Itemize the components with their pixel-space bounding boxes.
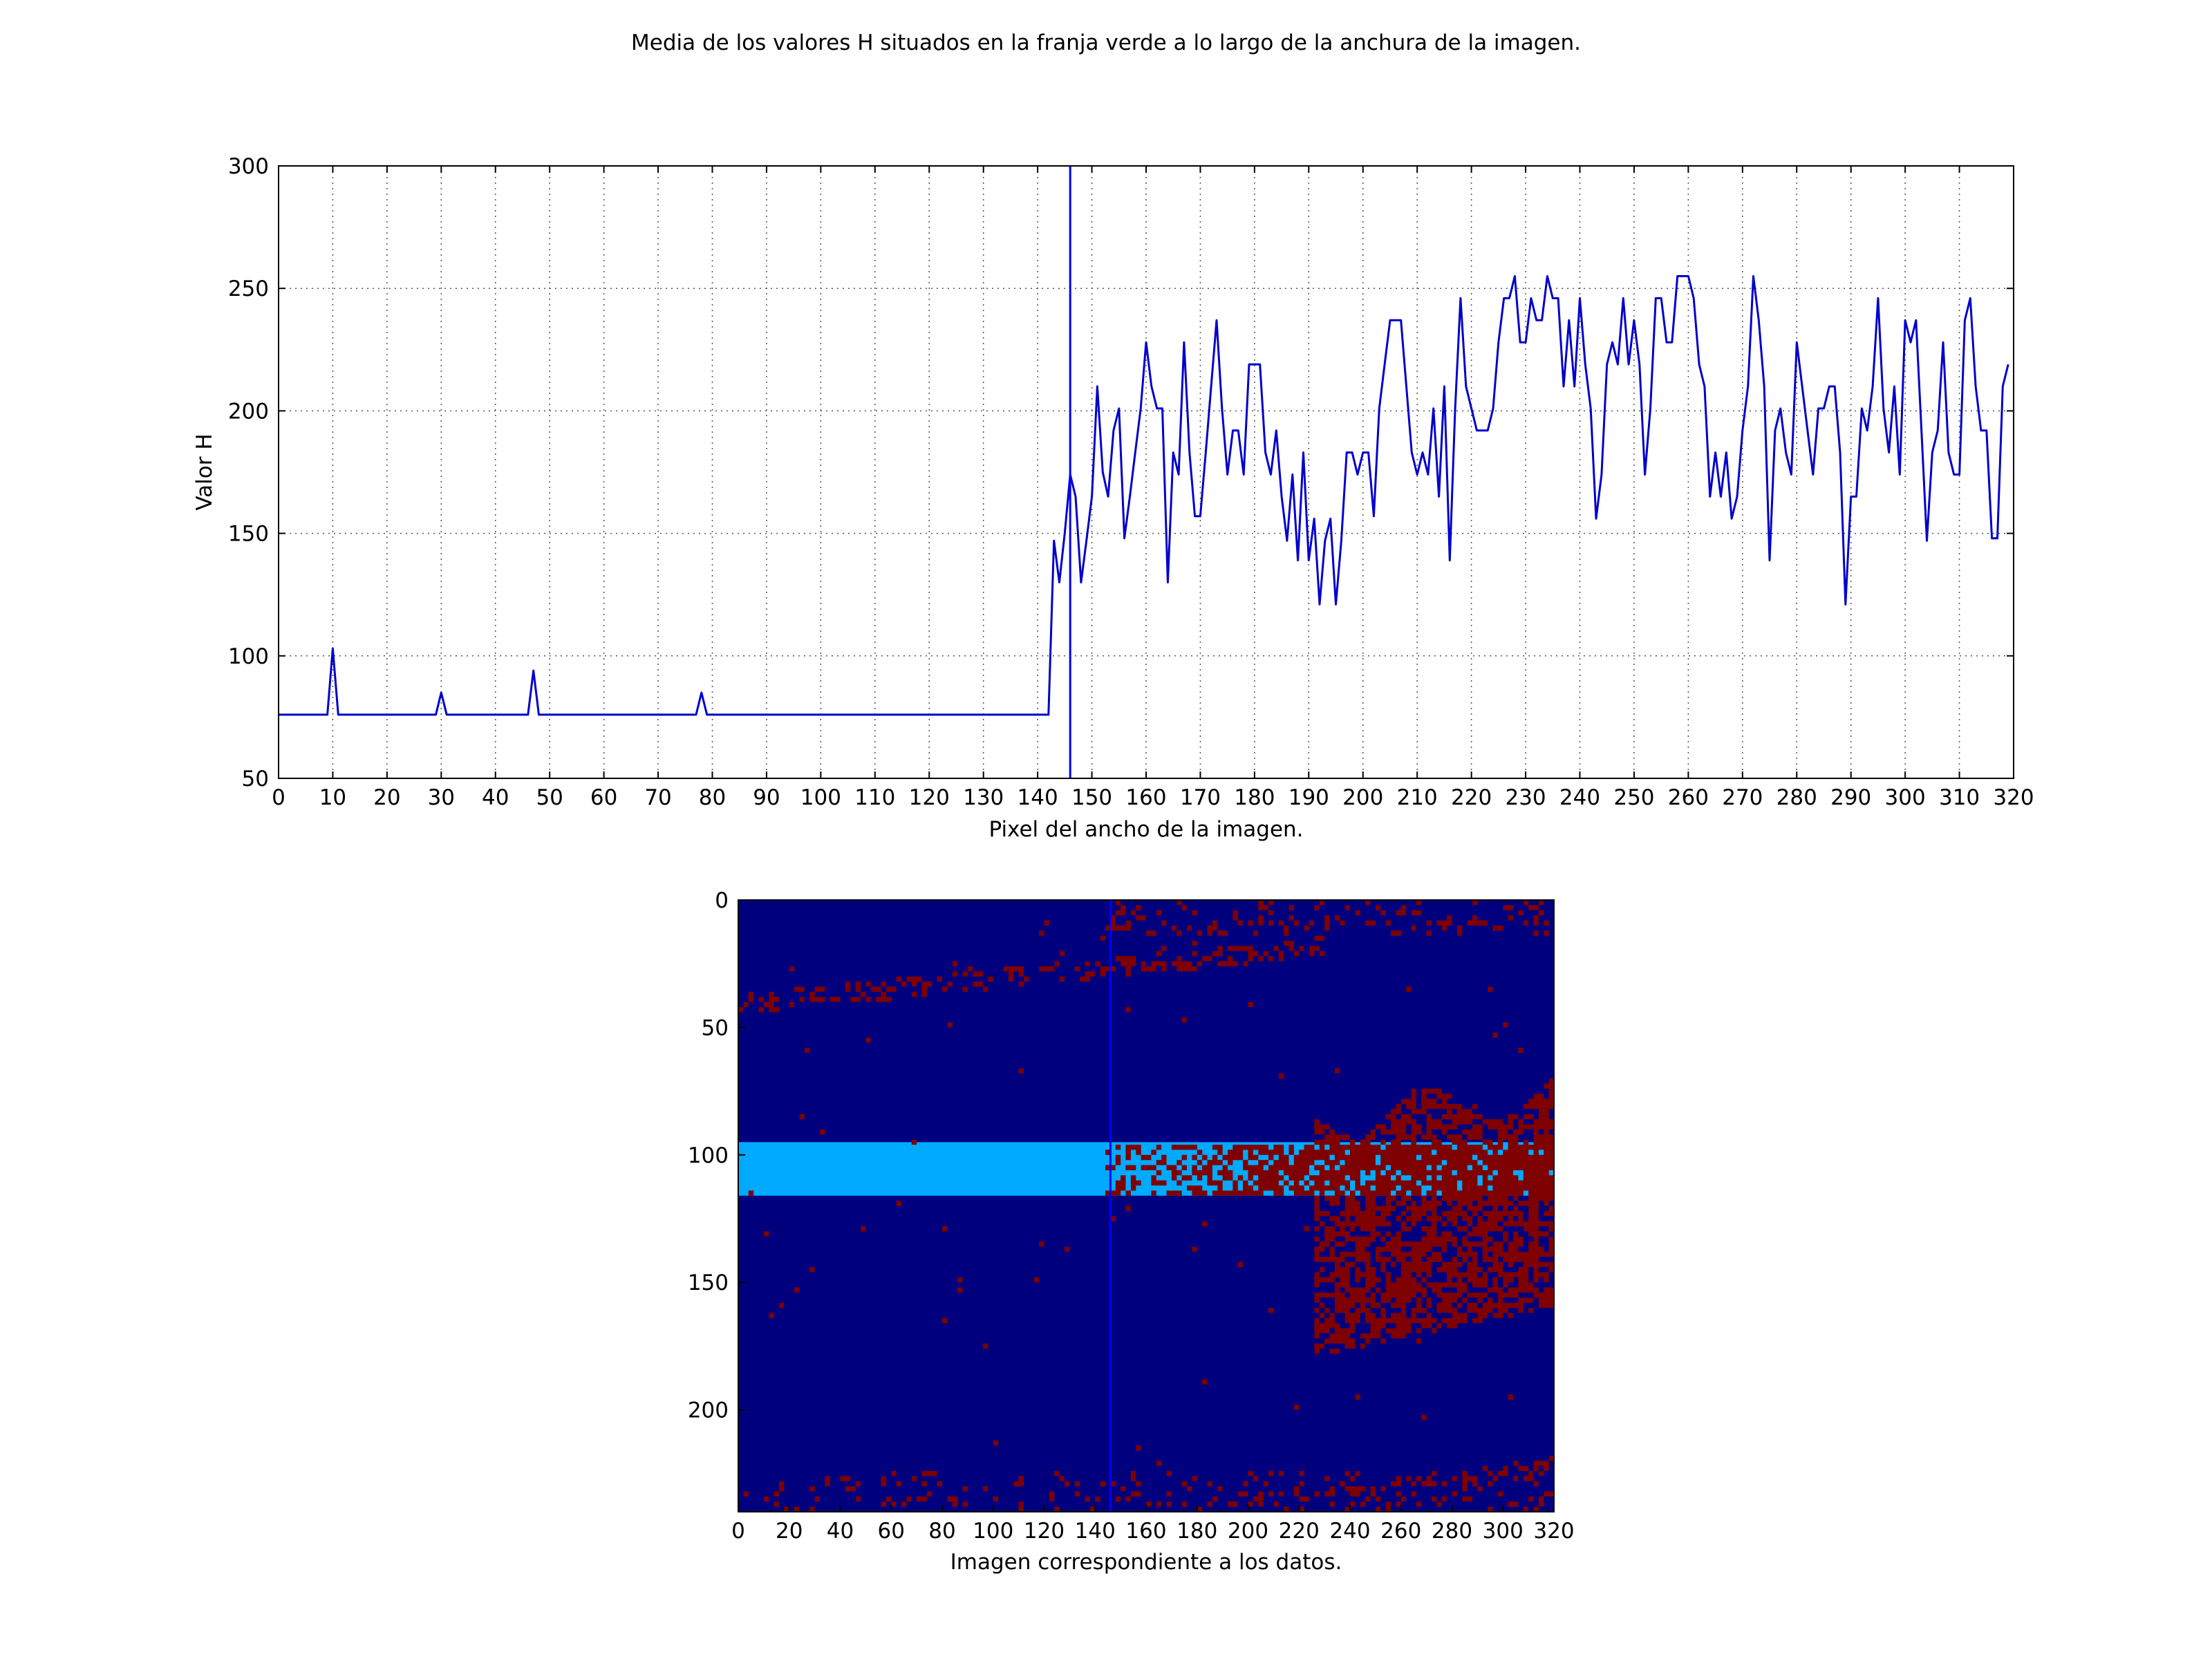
x-tick-label: 300 — [1885, 785, 1926, 810]
x-tick-label: 130 — [963, 785, 1004, 810]
x-tick-label: 140 — [1018, 785, 1058, 810]
x-tick-label: 200 — [1342, 785, 1383, 810]
heatmap-x-label: Imagen correspondiente a los datos. — [950, 1550, 1342, 1575]
y-axis-ticks: 50 100 150 200 250 300 — [228, 154, 2014, 791]
x-tick-label: 100 — [800, 785, 841, 810]
h-value-line — [279, 275, 2009, 716]
x-tick-label: 30 — [428, 785, 455, 810]
heatmap-x-tick-label: 0 — [731, 1519, 745, 1544]
x-tick-label: 50 — [536, 785, 563, 810]
heatmap-hot-pixels — [738, 900, 1554, 1512]
x-tick-label: 110 — [854, 785, 895, 810]
heatmap-y-ticks: 0 50 100 150 200 — [688, 888, 745, 1423]
x-tick-label: 190 — [1288, 785, 1329, 810]
x-tick-label: 180 — [1234, 785, 1275, 810]
heatmap-x-tick-label: 240 — [1329, 1519, 1370, 1544]
x-tick-label: 40 — [482, 785, 509, 810]
y-tick-label: 200 — [228, 399, 269, 424]
x-tick-label: 320 — [1993, 785, 2034, 810]
heatmap-y-tick-label: 200 — [688, 1398, 729, 1423]
x-tick-label: 270 — [1722, 785, 1763, 810]
heatmap-y-tick-label: 0 — [715, 888, 729, 913]
heatmap-cells — [738, 900, 1554, 1512]
y-tick-label: 100 — [228, 644, 269, 669]
line-series-group — [279, 275, 2009, 716]
line-chart: 0 10 20 30 40 50 60 70 80 90 100 110 120 130 140 150 160… — [192, 154, 2034, 842]
heatmap-x-tick-label: 40 — [827, 1519, 854, 1544]
x-tick-label: 120 — [909, 785, 950, 810]
heatmap-x-tick-label: 20 — [776, 1519, 803, 1544]
x-tick-label: 80 — [699, 785, 726, 810]
x-tick-label: 150 — [1071, 785, 1112, 810]
x-tick-label: 90 — [753, 785, 780, 810]
y-tick-label: 300 — [228, 154, 269, 179]
x-tick-label: 70 — [644, 785, 671, 810]
heatmap-x-tick-label: 320 — [1533, 1519, 1574, 1544]
x-axis-label: Pixel del ancho de la imagen. — [988, 817, 1303, 842]
figure-title: Media de los valores H situados en la fr… — [631, 30, 1581, 55]
x-tick-label: 210 — [1397, 785, 1438, 810]
y-tick-label: 250 — [228, 276, 269, 301]
x-tick-label: 0 — [272, 785, 285, 810]
x-tick-label: 240 — [1559, 785, 1600, 810]
heatmap-x-tick-label: 220 — [1279, 1519, 1320, 1544]
heatmap-x-tick-label: 100 — [973, 1519, 1013, 1544]
x-tick-label: 160 — [1125, 785, 1166, 810]
heatmap-x-tick-label: 260 — [1380, 1519, 1421, 1544]
x-tick-label: 280 — [1777, 785, 1817, 810]
x-tick-label: 60 — [590, 785, 617, 810]
heatmap-x-tick-label: 60 — [878, 1519, 905, 1544]
x-tick-label: 310 — [1939, 785, 1980, 810]
y-tick-label: 150 — [228, 522, 269, 547]
y-tick-label: 50 — [242, 767, 269, 791]
x-tick-label: 20 — [373, 785, 400, 810]
x-tick-label: 230 — [1505, 785, 1546, 810]
heatmap-x-tick-label: 280 — [1432, 1519, 1472, 1544]
heatmap-x-tick-label: 200 — [1228, 1519, 1268, 1544]
heatmap-x-tick-label: 140 — [1075, 1519, 1116, 1544]
heatmap-x-tick-label: 300 — [1483, 1519, 1524, 1544]
heatmap-y-tick-label: 50 — [702, 1015, 729, 1040]
x-tick-label: 250 — [1613, 785, 1654, 810]
heatmap-x-tick-label: 120 — [1024, 1519, 1065, 1544]
y-axis-label: Valor H — [192, 433, 217, 510]
x-tick-label: 10 — [319, 785, 346, 810]
x-axis-ticks: 0 10 20 30 40 50 60 70 80 90 100 110 120 130 140 150 160… — [272, 166, 2034, 810]
x-tick-label: 290 — [1830, 785, 1871, 810]
heatmap-y-tick-label: 100 — [688, 1143, 729, 1168]
heatmap-x-tick-label: 160 — [1125, 1519, 1166, 1544]
grid-lines — [279, 166, 2014, 778]
heatmap-y-tick-label: 150 — [688, 1271, 729, 1295]
x-tick-label: 260 — [1668, 785, 1709, 810]
heatmap-x-tick-label: 180 — [1177, 1519, 1217, 1544]
x-tick-label: 220 — [1451, 785, 1492, 810]
heatmap-x-tick-label: 80 — [928, 1519, 955, 1544]
x-tick-label: 170 — [1180, 785, 1221, 810]
heatmap-x-ticks: 0 20 40 60 80 100 120 140 160 180 200 220 240 260 280 3… — [731, 1505, 1575, 1544]
heatmap-image: 0 20 40 60 80 100 120 140 160 180 200 220 240 260 280 3… — [688, 888, 1575, 1575]
